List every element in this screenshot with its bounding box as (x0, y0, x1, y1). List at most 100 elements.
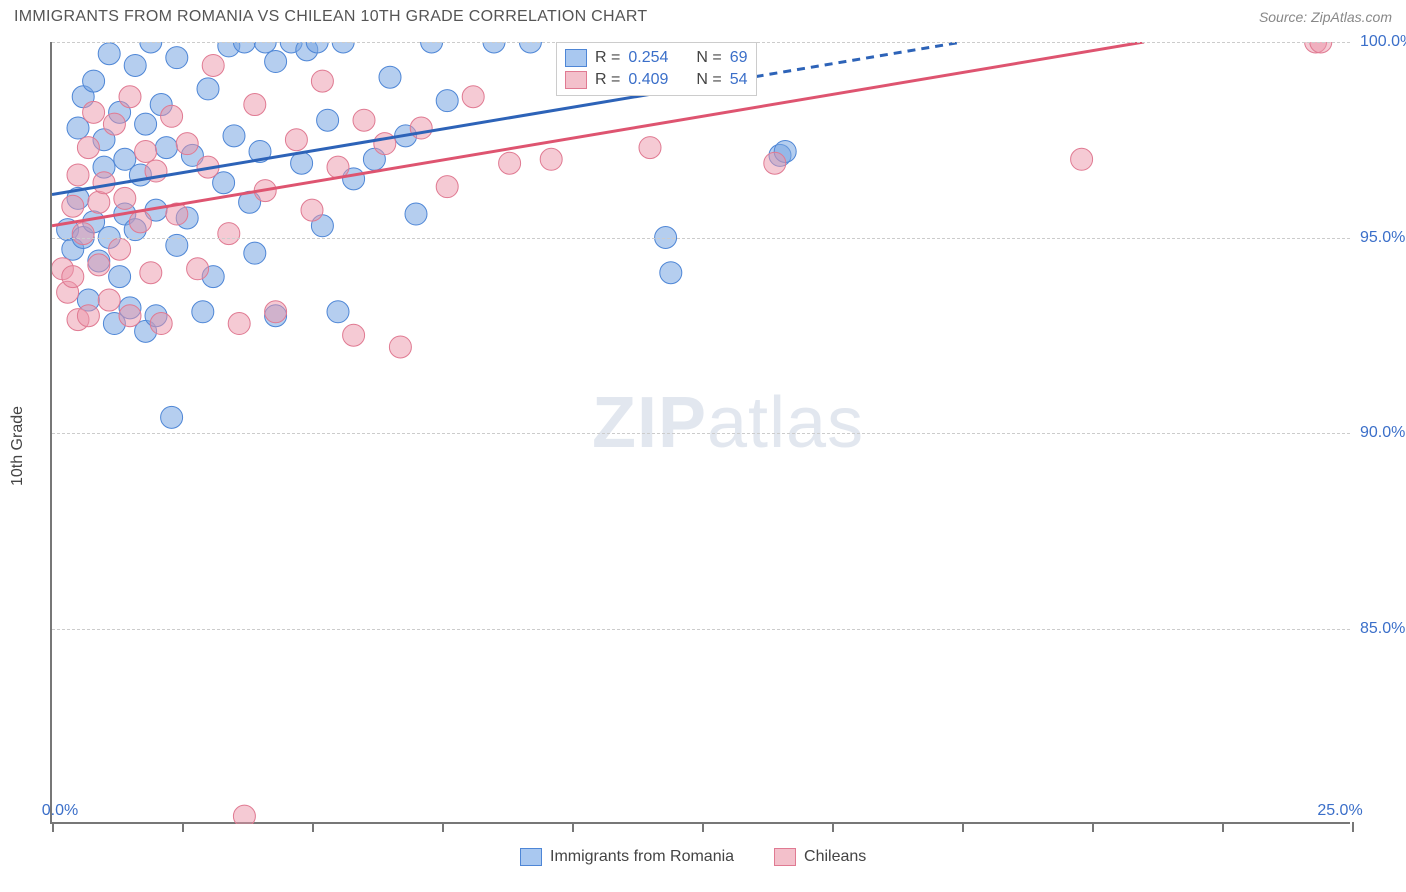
n-label: N = (696, 49, 721, 67)
x-tick-label-max: 25.0% (1317, 802, 1362, 820)
data-point (223, 125, 245, 147)
stats-legend-row: R = 0.254 N = 69 (565, 47, 748, 69)
series-legend: Immigrants from Romania Chileans (520, 848, 866, 866)
gridline (52, 42, 1350, 43)
gridline (52, 238, 1350, 239)
data-point (244, 94, 266, 116)
data-point (62, 195, 84, 217)
data-point (317, 109, 339, 131)
data-point (436, 176, 458, 198)
n-label: N = (696, 71, 721, 89)
swatch-icon (565, 49, 587, 67)
data-point (462, 86, 484, 108)
data-point (150, 313, 172, 335)
data-point (192, 301, 214, 323)
legend-item: Chileans (774, 848, 866, 866)
data-point (327, 156, 349, 178)
data-point (93, 172, 115, 194)
x-tick (1222, 822, 1224, 832)
n-value: 54 (730, 71, 748, 89)
x-tick (312, 822, 314, 832)
trendline-dashed (728, 42, 962, 81)
data-point (155, 137, 177, 159)
data-point (311, 70, 333, 92)
data-point (301, 199, 323, 221)
swatch-icon (565, 71, 587, 89)
data-point (83, 101, 105, 123)
y-tick-label: 100.0% (1360, 33, 1406, 51)
gridline (52, 629, 1350, 630)
plot-area: ZIPatlas R = 0.254 N = 69 R = 0.409 N = … (50, 42, 1350, 824)
data-point (109, 238, 131, 260)
data-point (161, 105, 183, 127)
data-point (72, 223, 94, 245)
data-point (327, 301, 349, 323)
data-point (119, 86, 141, 108)
data-point (202, 54, 224, 76)
data-point (103, 113, 125, 135)
chart-title: IMMIGRANTS FROM ROMANIA VS CHILEAN 10TH … (14, 8, 648, 26)
legend-label: Immigrants from Romania (550, 848, 734, 866)
swatch-icon (520, 848, 542, 866)
y-tick-label: 95.0% (1360, 229, 1406, 247)
r-value: 0.409 (628, 71, 668, 89)
data-point (353, 109, 375, 131)
y-tick-label: 85.0% (1360, 620, 1406, 638)
data-point (77, 137, 99, 159)
data-point (285, 129, 307, 151)
data-point (77, 305, 99, 327)
data-point (519, 42, 541, 53)
data-point (119, 305, 141, 327)
data-point (83, 70, 105, 92)
data-point (233, 805, 255, 824)
data-point (140, 42, 162, 53)
r-value: 0.254 (628, 49, 668, 67)
x-tick (962, 822, 964, 832)
n-value: 69 (730, 49, 748, 67)
data-point (129, 211, 151, 233)
data-point (124, 54, 146, 76)
data-point (421, 42, 443, 53)
data-point (410, 117, 432, 139)
data-point (135, 140, 157, 162)
data-point (62, 266, 84, 288)
data-point (67, 164, 89, 186)
stats-legend: R = 0.254 N = 69 R = 0.409 N = 54 (556, 42, 757, 96)
legend-label: Chileans (804, 848, 866, 866)
data-point (88, 191, 110, 213)
data-point (660, 262, 682, 284)
data-point (332, 42, 354, 53)
data-point (483, 42, 505, 53)
data-point (114, 187, 136, 209)
swatch-icon (774, 848, 796, 866)
data-point (187, 258, 209, 280)
data-point (197, 78, 219, 100)
data-point (88, 254, 110, 276)
data-point (176, 133, 198, 155)
r-label: R = (595, 49, 620, 67)
data-point (98, 289, 120, 311)
data-point (265, 301, 287, 323)
data-point (166, 47, 188, 69)
data-point (98, 43, 120, 65)
data-point (161, 406, 183, 428)
data-point (540, 148, 562, 170)
data-point (639, 137, 661, 159)
x-tick (572, 822, 574, 832)
y-axis-label: 10th Grade (9, 406, 27, 486)
x-tick (1352, 822, 1354, 832)
data-point (265, 51, 287, 73)
data-point (291, 152, 313, 174)
legend-item: Immigrants from Romania (520, 848, 734, 866)
data-point (343, 324, 365, 346)
data-point (379, 66, 401, 88)
data-point (228, 313, 250, 335)
data-point (436, 90, 458, 112)
data-point (1071, 148, 1093, 170)
stats-legend-row: R = 0.409 N = 54 (565, 69, 748, 91)
data-point (218, 223, 240, 245)
x-tick (832, 822, 834, 832)
x-tick (702, 822, 704, 832)
gridline (52, 433, 1350, 434)
x-tick (52, 822, 54, 832)
